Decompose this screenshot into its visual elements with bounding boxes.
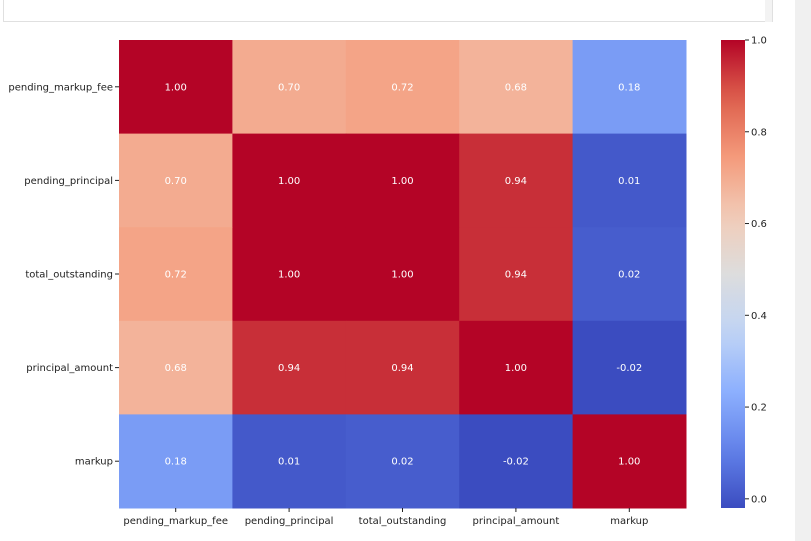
cell-annotation: 0.01 (278, 457, 300, 468)
heatmap-cell (232, 414, 347, 509)
colorbar-tick-label: 0.0 (751, 494, 767, 505)
heatmap-cell (459, 40, 574, 135)
x-tick-label: pending_markup_fee (123, 516, 228, 527)
heatmap-cell (232, 227, 347, 322)
y-tick-label: principal_amount (26, 363, 113, 374)
y-tick-label: markup (75, 457, 113, 468)
heatmap-cell (572, 40, 687, 135)
cell-annotation: 0.72 (391, 82, 413, 93)
cell-annotation: 1.00 (391, 270, 413, 281)
colorbar-tick-label: 0.2 (751, 403, 767, 414)
heatmap-cell (572, 227, 687, 322)
page-scrollbar[interactable] (795, 0, 811, 541)
colorbar-tick-label: 1.0 (751, 36, 767, 47)
heatmap-cell (459, 414, 574, 509)
cell-scrollbar[interactable] (765, 0, 772, 22)
x-tick-label: principal_amount (473, 516, 560, 527)
y-tick-label: pending_markup_fee (8, 82, 113, 93)
cell-annotation: 1.00 (391, 176, 413, 187)
heatmap-cell (572, 320, 687, 415)
heatmap-cell (119, 133, 233, 228)
cell-annotation: 1.00 (278, 270, 300, 281)
cell-annotation: -0.02 (503, 457, 529, 468)
y-tick-label: total_outstanding (25, 270, 113, 281)
cell-annotation: 0.18 (165, 457, 187, 468)
heatmap-cell (232, 133, 347, 228)
cell-annotation: 0.72 (165, 270, 187, 281)
cell-annotation: 1.00 (505, 363, 527, 374)
cell-annotation: 0.02 (391, 457, 413, 468)
heatmap-cell (459, 227, 574, 322)
y-tick-label: pending_principal (24, 176, 113, 187)
cell-annotation: 0.94 (278, 363, 300, 374)
x-tick-label: pending_principal (245, 516, 334, 527)
heatmap-cell (345, 414, 460, 509)
cell-annotation: 0.01 (618, 176, 640, 187)
cell-annotation: 1.00 (278, 176, 300, 187)
cell-annotation: 0.02 (618, 270, 640, 281)
heatmap-cell (345, 40, 460, 135)
previous-output-cell (3, 0, 773, 22)
heatmap-cell (459, 133, 574, 228)
heatmap-cell (119, 320, 233, 415)
heatmap-cell (232, 40, 347, 135)
heatmap-cell (345, 133, 460, 228)
cell-annotation: 0.68 (505, 82, 527, 93)
cell-annotation: 1.00 (618, 457, 640, 468)
x-tick-label: markup (610, 516, 648, 527)
heatmap-cell (119, 227, 233, 322)
heatmap-cell (119, 40, 233, 135)
colorbar-tick-label: 0.6 (751, 219, 767, 230)
heatmap-cell (572, 414, 687, 509)
cell-annotation: 0.70 (165, 176, 187, 187)
colorbar (721, 40, 745, 508)
heatmap-cell (345, 227, 460, 322)
heatmap-cell (119, 414, 233, 509)
cell-annotation: 0.18 (618, 82, 640, 93)
heatmap-cell (232, 320, 347, 415)
cell-annotation: 0.94 (391, 363, 413, 374)
colorbar-tick-label: 0.4 (751, 311, 767, 322)
colorbar-tick-label: 0.8 (751, 127, 767, 138)
cell-annotation: 0.68 (165, 363, 187, 374)
x-tick-label: total_outstanding (359, 516, 447, 527)
cell-annotation: -0.02 (616, 363, 642, 374)
cell-annotation: 0.94 (505, 176, 527, 187)
cell-annotation: 1.00 (165, 82, 187, 93)
cell-annotation: 0.70 (278, 82, 300, 93)
heatmap-cell (459, 320, 574, 415)
heatmap-cell (572, 133, 687, 228)
heatmap-cell (345, 320, 460, 415)
cell-annotation: 0.94 (505, 270, 527, 281)
